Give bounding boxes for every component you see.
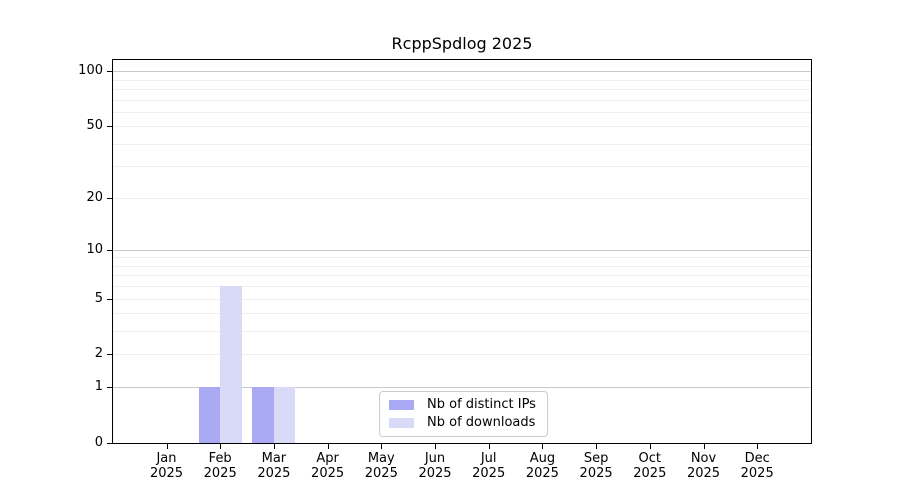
- x-axis-tick-label: May 2025: [350, 451, 412, 481]
- x-tick-year: 2025: [740, 466, 774, 481]
- y-axis-tick: [107, 197, 112, 199]
- gridline-minor: [113, 166, 811, 168]
- x-axis-tick-label: Sep 2025: [565, 451, 627, 481]
- x-tick-year: 2025: [364, 466, 398, 481]
- x-axis-tick: [381, 444, 383, 449]
- x-axis-tick-label: Oct 2025: [619, 451, 681, 481]
- x-axis-tick: [596, 444, 598, 449]
- x-tick-month: Nov: [690, 451, 717, 466]
- gridline-minor: [113, 298, 811, 300]
- chart-title: RcppSpdlog 2025: [391, 34, 533, 53]
- x-tick-year: 2025: [472, 466, 506, 481]
- y-axis-tick-label: 2: [94, 346, 103, 362]
- legend: Nb of distinct IPs Nb of downloads: [379, 391, 548, 437]
- x-axis-tick: [327, 444, 329, 449]
- x-axis-tick-label: Apr 2025: [297, 451, 359, 481]
- y-axis-tick-label: 0: [94, 435, 103, 450]
- x-axis-tick-label: Mar 2025: [243, 451, 305, 481]
- x-axis-tick-label: Dec 2025: [726, 451, 788, 481]
- gridline-minor: [113, 99, 811, 101]
- gridline-minor: [113, 354, 811, 356]
- x-tick-year: 2025: [686, 466, 721, 481]
- x-tick-year: 2025: [311, 466, 345, 481]
- gridline-minor: [113, 111, 811, 113]
- gridline-minor: [113, 313, 811, 315]
- x-axis-tick: [273, 444, 275, 449]
- x-tick-year: 2025: [525, 466, 559, 481]
- x-axis-tick: [542, 444, 544, 449]
- y-axis-tick-label: 10: [86, 241, 103, 257]
- x-tick-month: Sep: [583, 451, 609, 466]
- legend-row-distinct-ips: Nb of distinct IPs: [389, 398, 536, 412]
- y-axis-tick: [107, 354, 112, 356]
- x-tick-year: 2025: [149, 466, 184, 481]
- bar-downloads: [220, 286, 242, 443]
- gridline-minor: [113, 286, 811, 288]
- gridline-major: [113, 71, 811, 73]
- x-tick-month: Apr: [316, 451, 339, 466]
- x-tick-year: 2025: [257, 466, 291, 481]
- x-axis-tick: [435, 444, 436, 449]
- x-tick-year: 2025: [579, 466, 613, 481]
- x-tick-month: Mar: [261, 451, 287, 466]
- y-axis-tick-label: 5: [94, 290, 103, 306]
- x-axis-tick: [703, 444, 705, 449]
- plot-area: [112, 59, 812, 444]
- x-tick-month: Jul: [480, 451, 497, 466]
- x-axis-tick: [220, 444, 222, 449]
- x-tick-year: 2025: [203, 466, 237, 481]
- gridline-minor: [113, 88, 811, 90]
- gridline-minor: [113, 197, 811, 199]
- y-axis-tick-label: 100: [78, 63, 103, 79]
- x-tick-month: Feb: [208, 451, 232, 466]
- x-axis-tick: [757, 444, 759, 449]
- x-axis-tick-label: Jun 2025: [404, 451, 466, 481]
- legend-swatch-downloads: [389, 418, 414, 428]
- x-tick-month: Oct: [638, 451, 662, 466]
- bar-distinct-ips: [252, 387, 274, 443]
- bar-downloads: [273, 387, 296, 443]
- legend-row-downloads: Nb of downloads: [389, 416, 536, 430]
- x-axis-tick: [488, 444, 490, 449]
- y-axis-tick: [107, 298, 112, 300]
- y-axis-tick: [107, 71, 112, 73]
- y-axis-tick: [107, 387, 112, 389]
- x-tick-year: 2025: [633, 466, 667, 481]
- y-axis-tick: [107, 126, 112, 128]
- y-axis-tick-label: 1: [94, 379, 103, 395]
- bar-distinct-ips: [198, 387, 221, 443]
- x-tick-month: Dec: [744, 451, 770, 466]
- gridline-minor: [113, 257, 811, 259]
- x-tick-month: Aug: [529, 451, 556, 466]
- x-axis-tick-label: Feb 2025: [189, 451, 251, 481]
- x-axis-tick-label: Jan 2025: [136, 451, 198, 481]
- gridline-minor: [113, 275, 811, 277]
- x-tick-month: May: [367, 451, 395, 466]
- gridline-minor: [113, 143, 811, 145]
- y-axis-tick-label: 50: [86, 118, 103, 134]
- y-axis-tick-label: 20: [86, 189, 103, 205]
- y-axis-tick: [107, 443, 112, 444]
- x-axis-tick-label: Jul 2025: [458, 451, 520, 481]
- y-axis-tick: [107, 249, 112, 251]
- gridline-major: [113, 387, 811, 389]
- gridline-minor: [113, 331, 811, 333]
- gridline-minor: [113, 265, 811, 267]
- x-tick-year: 2025: [418, 466, 452, 481]
- gridline-minor: [113, 79, 811, 81]
- gridline-minor: [113, 126, 811, 128]
- x-tick-month: Jan: [156, 451, 177, 466]
- legend-label-downloads: Nb of downloads: [427, 415, 536, 430]
- x-axis-tick: [166, 444, 168, 449]
- x-axis-tick-label: Nov 2025: [673, 451, 735, 481]
- x-tick-month: Jun: [424, 451, 446, 466]
- gridline-major: [113, 249, 811, 251]
- legend-label-distinct-ips: Nb of distinct IPs: [427, 397, 536, 412]
- x-axis-tick-label: Aug 2025: [511, 451, 573, 481]
- legend-swatch-distinct-ips: [389, 400, 414, 410]
- x-axis-tick: [649, 444, 651, 449]
